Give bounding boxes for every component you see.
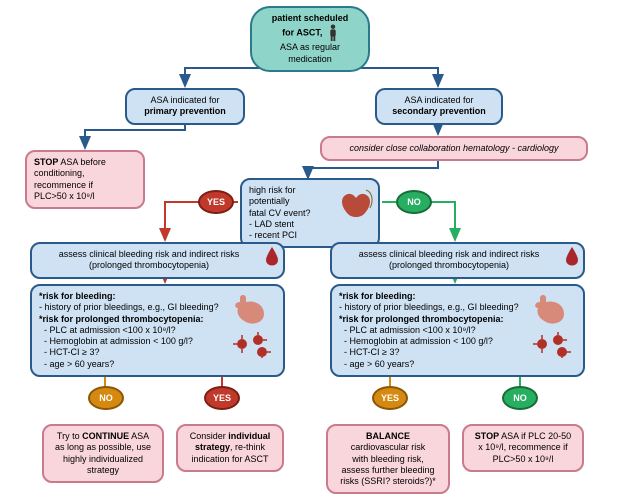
rl-h1: *risk for bleeding:: [39, 291, 116, 301]
oc-l3: as long as possible, use: [55, 442, 151, 452]
start-node: patient scheduled for ASCT, ASA as regul…: [250, 6, 370, 72]
cv-l1: high risk for potentially: [249, 185, 296, 206]
left-no-pill: NO: [88, 386, 124, 410]
rr-l3: - Hemoglobin at admission < 100 g/l?: [344, 336, 493, 346]
start-l2: for ASCT,: [282, 28, 322, 38]
cv-l3: - LAD stent: [249, 219, 294, 229]
sp-l2: ASA before: [58, 157, 106, 167]
primary-l2: primary prevention: [144, 106, 226, 116]
rr-h2: *risk for prolonged thrombocytopenia:: [339, 314, 504, 324]
left-no: NO: [99, 393, 113, 403]
start-l1: patient scheduled: [272, 13, 349, 23]
rr-l4: - HCT-CI ≥ 3?: [344, 347, 399, 357]
rr-l1: - history of prior bleedings, e.g., GI b…: [339, 302, 519, 312]
rl-l2: - PLC at admission <100 x 10⁹/l?: [44, 325, 176, 335]
right-yes-pill: YES: [372, 386, 408, 410]
ob-b1: BALANCE: [366, 431, 410, 441]
right-yes: YES: [381, 393, 399, 403]
oi-l3: indication for ASCT: [191, 454, 268, 464]
oc-l5: strategy: [87, 465, 119, 475]
cv-l4: - recent PCI: [249, 230, 297, 240]
heart-vessel-icon: [338, 186, 378, 220]
cv-yes: YES: [207, 197, 225, 207]
oi-b2: strategy: [195, 442, 230, 452]
virus-icon-right: [532, 332, 572, 358]
os-l1: ASA if PLC 20-50: [499, 431, 571, 441]
blood-icon-left: [264, 246, 280, 266]
blood-icon-right: [564, 246, 580, 266]
right-no-pill: NO: [502, 386, 538, 410]
oi-l1: Consider: [190, 431, 229, 441]
stomach-icon-left: [230, 294, 270, 326]
sp-l5: PLC>50 x 10⁹/l: [34, 191, 95, 201]
collab-node: consider close collaboration hematology …: [320, 136, 588, 161]
primary-l1: ASA indicated for: [150, 95, 219, 105]
oc-l1: Try to: [57, 431, 82, 441]
oc-l4: highly individualized: [63, 454, 143, 464]
left-yes: YES: [213, 393, 231, 403]
rl-l1: - history of prior bleedings, e.g., GI b…: [39, 302, 219, 312]
rr-l2: - PLC at admission <100 x 10⁹/l?: [344, 325, 476, 335]
assess-right-text: assess clinical bleeding risk and indire…: [359, 249, 540, 270]
out-stop2: STOP ASA if PLC 20-50 x 10⁹/l, recommenc…: [462, 424, 584, 472]
ob-l4: risks (SSRI? steroids?)*: [340, 476, 436, 486]
ob-l2: with bleeding risk,: [352, 454, 424, 464]
stomach-icon-right: [530, 294, 570, 326]
rr-h1: *risk for bleeding:: [339, 291, 416, 301]
sp-l3: conditioning,: [34, 168, 85, 178]
rl-h2: *risk for prolonged thrombocytopenia:: [39, 314, 204, 324]
rl-l3: - Hemoglobin at admission < 100 g/l?: [44, 336, 193, 346]
assess-right: assess clinical bleeding risk and indire…: [330, 242, 585, 279]
secondary-node: ASA indicated for secondary prevention: [375, 88, 503, 125]
stop-primary-node: STOP ASA before conditioning, recommence…: [25, 150, 145, 209]
os-l3: PLC>50 x 10⁹/l: [493, 454, 554, 464]
os-l2: x 10⁹/l, recommence if: [478, 442, 567, 452]
assess-left: assess clinical bleeding risk and indire…: [30, 242, 285, 279]
cv-no-pill: NO: [396, 190, 432, 214]
start-l4: medication: [288, 54, 332, 64]
assess-left-text: assess clinical bleeding risk and indire…: [59, 249, 240, 270]
rl-l5: - age > 60 years?: [44, 359, 114, 369]
cv-yes-pill: YES: [198, 190, 234, 214]
oi-b1: individual: [228, 431, 270, 441]
ob-l3: assess further bleeding: [341, 465, 434, 475]
oc-l2: ASA: [129, 431, 149, 441]
secondary-l2: secondary prevention: [392, 106, 486, 116]
out-continue: Try to CONTINUE ASA as long as possible,…: [42, 424, 164, 483]
oi-l2: , re-think: [230, 442, 265, 452]
ob-l1: cardiovascular risk: [351, 442, 426, 452]
primary-node: ASA indicated for primary prevention: [125, 88, 245, 125]
rl-l4: - HCT-CI ≥ 3?: [44, 347, 99, 357]
right-no: NO: [513, 393, 527, 403]
secondary-l1: ASA indicated for: [404, 95, 473, 105]
sp-l4: recommence if: [34, 180, 93, 190]
cv-l2: fatal CV event?: [249, 208, 311, 218]
start-l3: ASA as regular: [280, 42, 340, 52]
left-yes-pill: YES: [204, 386, 240, 410]
oc-b1: CONTINUE: [82, 431, 129, 441]
cv-no: NO: [407, 197, 421, 207]
rr-l5: - age > 60 years?: [344, 359, 414, 369]
sp-b: STOP: [34, 157, 58, 167]
out-balance: BALANCE cardiovascular risk with bleedin…: [326, 424, 450, 494]
person-icon: [328, 24, 338, 42]
os-b1: STOP: [475, 431, 499, 441]
out-individual: Consider individual strategy, re-think i…: [176, 424, 284, 472]
virus-icon-left: [232, 332, 272, 358]
collab-text: consider close collaboration hematology …: [349, 143, 558, 153]
